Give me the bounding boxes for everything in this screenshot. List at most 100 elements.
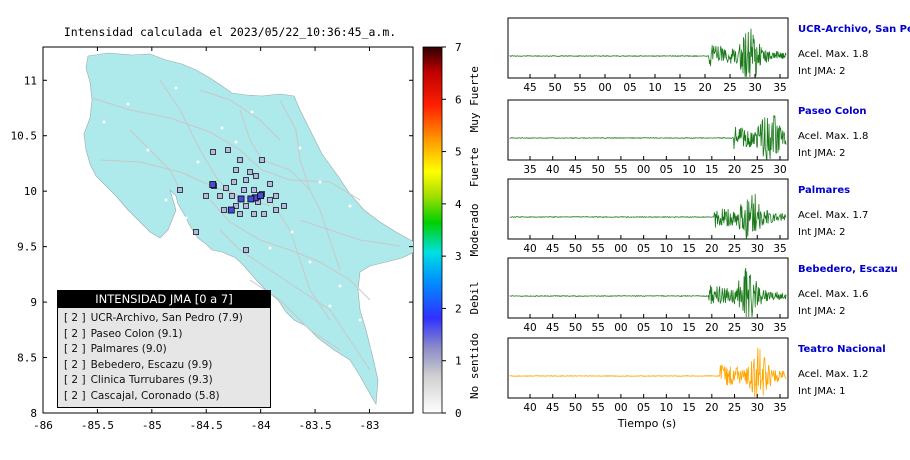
town-dots bbox=[102, 86, 374, 350]
station-square bbox=[193, 229, 199, 235]
colorbar bbox=[422, 46, 443, 414]
legend-row: [ 2 ] Paseo Colon (9.1) bbox=[64, 327, 270, 343]
trace-tick-label: 15 bbox=[673, 82, 686, 94]
legend-rows: [ 2 ] UCR-Archivo, San Pedro (7.9) [ 2 ] P… bbox=[58, 308, 270, 404]
trace-tick-label: 10 bbox=[660, 243, 673, 255]
colorbar-category-label: No sentido bbox=[468, 333, 481, 399]
legend-row: [ 2 ] Clinica Turrubares (9.3) bbox=[64, 373, 270, 389]
trace-jma-intensity: Int JMA: 2 bbox=[798, 306, 846, 317]
map-x-axis: -86 -85.5 -85 -84.5 -84 -83.5 -83 bbox=[33, 47, 379, 432]
trace-station-name: Bebedero, Escazu bbox=[798, 264, 898, 275]
trace-jma-intensity: Int JMA: 2 bbox=[798, 66, 846, 77]
legend-level: [ 2 ] bbox=[64, 374, 86, 386]
trace-station-name: Paseo Colon bbox=[798, 106, 867, 117]
trace-tick-label: 30 bbox=[751, 402, 764, 414]
colorbar-tick-label: 2 bbox=[455, 302, 462, 315]
trace-tick-label: 55 bbox=[591, 322, 604, 334]
x-tick-label: -83.5 bbox=[298, 419, 331, 432]
trace-tick-label: 50 bbox=[569, 243, 582, 255]
map-title: Intensidad calculada el 2023/05/22_10:36… bbox=[64, 25, 396, 39]
x-tick-label: -84.5 bbox=[190, 419, 223, 432]
trace-frame bbox=[507, 257, 789, 319]
waveform-line bbox=[509, 114, 787, 160]
station-square bbox=[251, 187, 257, 193]
colorbar-labels: Muy Fuerte Fuerte Moderado Debil No sentido bbox=[468, 66, 481, 399]
trace-tick-label: 20 bbox=[705, 322, 718, 334]
colorbar-tick-label: 1 bbox=[455, 355, 462, 368]
x-tick-label: -85 bbox=[142, 419, 162, 432]
trace-tick-label: 10 bbox=[682, 164, 695, 176]
trace-tick-label: 15 bbox=[705, 164, 718, 176]
trace-tick-label: 45 bbox=[546, 402, 559, 414]
trace-tick-label: 40 bbox=[523, 322, 536, 334]
trace-tick-label: 20 bbox=[728, 164, 741, 176]
trace-jma-intensity: Int JMA: 2 bbox=[798, 227, 846, 238]
waveform-line bbox=[509, 268, 787, 318]
legend-row: [ 2 ] Palmares (9.0) bbox=[64, 342, 270, 358]
trace-tick-label: 25 bbox=[728, 243, 741, 255]
trace-tick-label: 15 bbox=[682, 402, 695, 414]
trace-tick-label: 35 bbox=[773, 402, 786, 414]
station-square bbox=[229, 193, 235, 199]
station-square bbox=[223, 185, 229, 191]
trace-tick-label: 50 bbox=[569, 402, 582, 414]
station-square bbox=[210, 149, 216, 155]
trace-tick-label: 10 bbox=[660, 402, 673, 414]
station-square bbox=[253, 173, 259, 179]
legend-level: [ 2 ] bbox=[64, 358, 86, 371]
trace-tick-label: 50 bbox=[591, 164, 604, 176]
trace-tick-label: 00 bbox=[637, 164, 650, 176]
station-square bbox=[267, 197, 273, 203]
costa-rica-landmass bbox=[83, 52, 413, 405]
trace-tick-label: 30 bbox=[748, 82, 761, 94]
trace-station-name: Teatro Nacional bbox=[798, 344, 886, 355]
station-square bbox=[217, 193, 223, 199]
trace-jma-intensity: Int JMA: 1 bbox=[798, 386, 846, 397]
colorbar-category-label: Muy Fuerte bbox=[468, 66, 481, 132]
colorbar-tick-label: 5 bbox=[455, 146, 462, 159]
trace-tick-label: 45 bbox=[546, 322, 559, 334]
colorbar-tick-label: 7 bbox=[455, 41, 462, 54]
station-square bbox=[225, 147, 231, 153]
trace-tick-label: 20 bbox=[705, 243, 718, 255]
trace-tick-label: 45 bbox=[546, 243, 559, 255]
waveform-line bbox=[509, 347, 787, 398]
station-square bbox=[231, 179, 237, 185]
trace-tick-label: 25 bbox=[723, 82, 736, 94]
station-square bbox=[237, 157, 243, 163]
x-tick-label: -84 bbox=[251, 419, 271, 432]
trace-tick-label: 35 bbox=[523, 164, 536, 176]
trace-tick-label: 40 bbox=[523, 243, 536, 255]
station-square bbox=[177, 187, 183, 193]
trace-tick-label: 00 bbox=[614, 322, 627, 334]
trace-tick-label: 00 bbox=[614, 243, 627, 255]
trace-tick-label: 10 bbox=[648, 82, 661, 94]
trace-tick-label: 55 bbox=[614, 164, 627, 176]
y-tick-label: 9.5 bbox=[17, 241, 37, 254]
legend-level: [ 2 ] bbox=[64, 312, 86, 324]
x-tick-label: -83 bbox=[360, 419, 380, 432]
y-tick-label: 8.5 bbox=[17, 352, 37, 365]
trace-tick-label: 15 bbox=[682, 322, 695, 334]
trace-tick-label: 05 bbox=[660, 164, 673, 176]
trace-tick-label: 55 bbox=[591, 402, 604, 414]
trace-tick-label: 05 bbox=[623, 82, 636, 94]
legend-station: UCR-Archivo, San Pedro (7.9) bbox=[90, 312, 243, 324]
legend-row: [ 2 ] Cascajal, Coronado (5.8) bbox=[64, 389, 270, 405]
waveform-line bbox=[509, 28, 787, 78]
trace-accel-max: Acel. Max. 1.8 bbox=[798, 131, 868, 142]
x-tick-label: -86 bbox=[33, 419, 53, 432]
colorbar-tick-label: 6 bbox=[455, 93, 462, 106]
y-tick-label: 9 bbox=[30, 296, 37, 309]
station-square bbox=[267, 181, 273, 187]
seismogram-panels: 45 50 55 00 05 10 15 20 25 30 35 UCR-Archivo, San P… bbox=[507, 17, 910, 414]
trace-tick-label: 35 bbox=[773, 322, 786, 334]
station-square bbox=[243, 247, 249, 253]
y-tick-label: 10 bbox=[24, 185, 37, 198]
trace-tick-label: 30 bbox=[751, 243, 764, 255]
legend-station: Cascajal, Coronado (5.8) bbox=[90, 389, 220, 402]
trace-tick-label: 55 bbox=[573, 82, 586, 94]
trace-tick-label: 50 bbox=[548, 82, 561, 94]
station-square bbox=[243, 177, 249, 183]
station-square bbox=[251, 211, 257, 217]
